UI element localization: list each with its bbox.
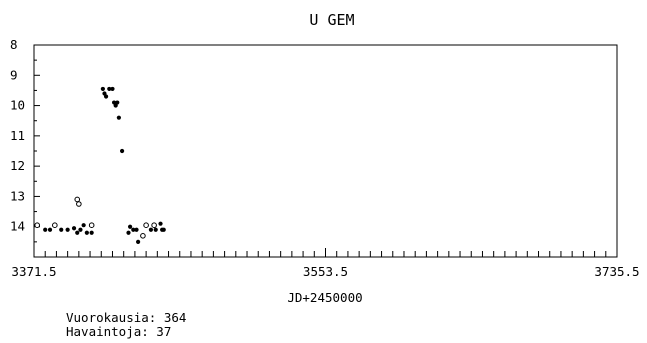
observation-point bbox=[89, 230, 94, 235]
observation-point bbox=[119, 148, 125, 154]
y-tick-label: 9 bbox=[10, 67, 18, 82]
observation-point bbox=[84, 230, 89, 235]
data-points bbox=[34, 86, 166, 244]
y-tick-label: 10 bbox=[10, 98, 25, 113]
observation-point bbox=[153, 227, 158, 232]
x-tick-label: 3371.5 bbox=[11, 264, 56, 279]
y-tick-label: 12 bbox=[10, 158, 25, 173]
y-tick-label: 13 bbox=[10, 188, 25, 203]
observation-point bbox=[71, 226, 77, 231]
observation-point bbox=[43, 227, 48, 232]
uncertain-observation-point bbox=[143, 222, 149, 228]
observation-point bbox=[81, 223, 86, 228]
x-tick-label: 3553.5 bbox=[303, 264, 348, 279]
observation-point bbox=[131, 227, 136, 232]
footer: Vuorokausia: 364 Havaintoja: 37 bbox=[66, 311, 186, 339]
observation-point bbox=[127, 224, 133, 229]
observation-point bbox=[110, 86, 115, 92]
observation-point bbox=[78, 227, 83, 232]
observation-point bbox=[134, 227, 139, 232]
observation-point bbox=[103, 94, 109, 99]
observation-point bbox=[158, 221, 163, 226]
observation-point bbox=[59, 227, 64, 232]
x-tick-label: 3735.5 bbox=[594, 264, 639, 279]
observations-count: Havaintoja: 37 bbox=[66, 324, 172, 339]
x-axis-label: JD+2450000 bbox=[287, 290, 362, 305]
observation-point bbox=[75, 230, 80, 235]
observation-point bbox=[115, 100, 120, 105]
y-tick-label: 8 bbox=[10, 37, 18, 52]
observation-point bbox=[161, 227, 166, 232]
x-axis: 3371.5 3553.5 3735.5 bbox=[11, 248, 640, 279]
chart-title: U GEM bbox=[309, 11, 354, 29]
y-tick-label: 14 bbox=[10, 219, 25, 234]
observation-point bbox=[107, 86, 112, 92]
uncertain-observation-point bbox=[74, 196, 81, 203]
y-tick-label: 11 bbox=[10, 128, 25, 143]
observation-point bbox=[126, 230, 131, 235]
y-axis: 8 9 10 11 12 13 14 bbox=[10, 37, 40, 243]
observation-point bbox=[116, 115, 121, 120]
uncertain-observation-point bbox=[34, 222, 41, 228]
uncertain-observation-point bbox=[76, 201, 82, 207]
observation-point bbox=[136, 239, 141, 244]
uncertain-observation-point bbox=[88, 222, 95, 228]
observation-point bbox=[65, 227, 70, 232]
uncertain-observation-point bbox=[140, 233, 146, 239]
observation-point bbox=[148, 227, 154, 232]
uncertain-observation-point bbox=[151, 222, 157, 228]
days-count: Vuorokausia: 364 bbox=[66, 310, 187, 325]
uncertain-observation-point bbox=[52, 222, 58, 228]
observation-point bbox=[100, 86, 105, 92]
observation-point bbox=[47, 227, 53, 232]
